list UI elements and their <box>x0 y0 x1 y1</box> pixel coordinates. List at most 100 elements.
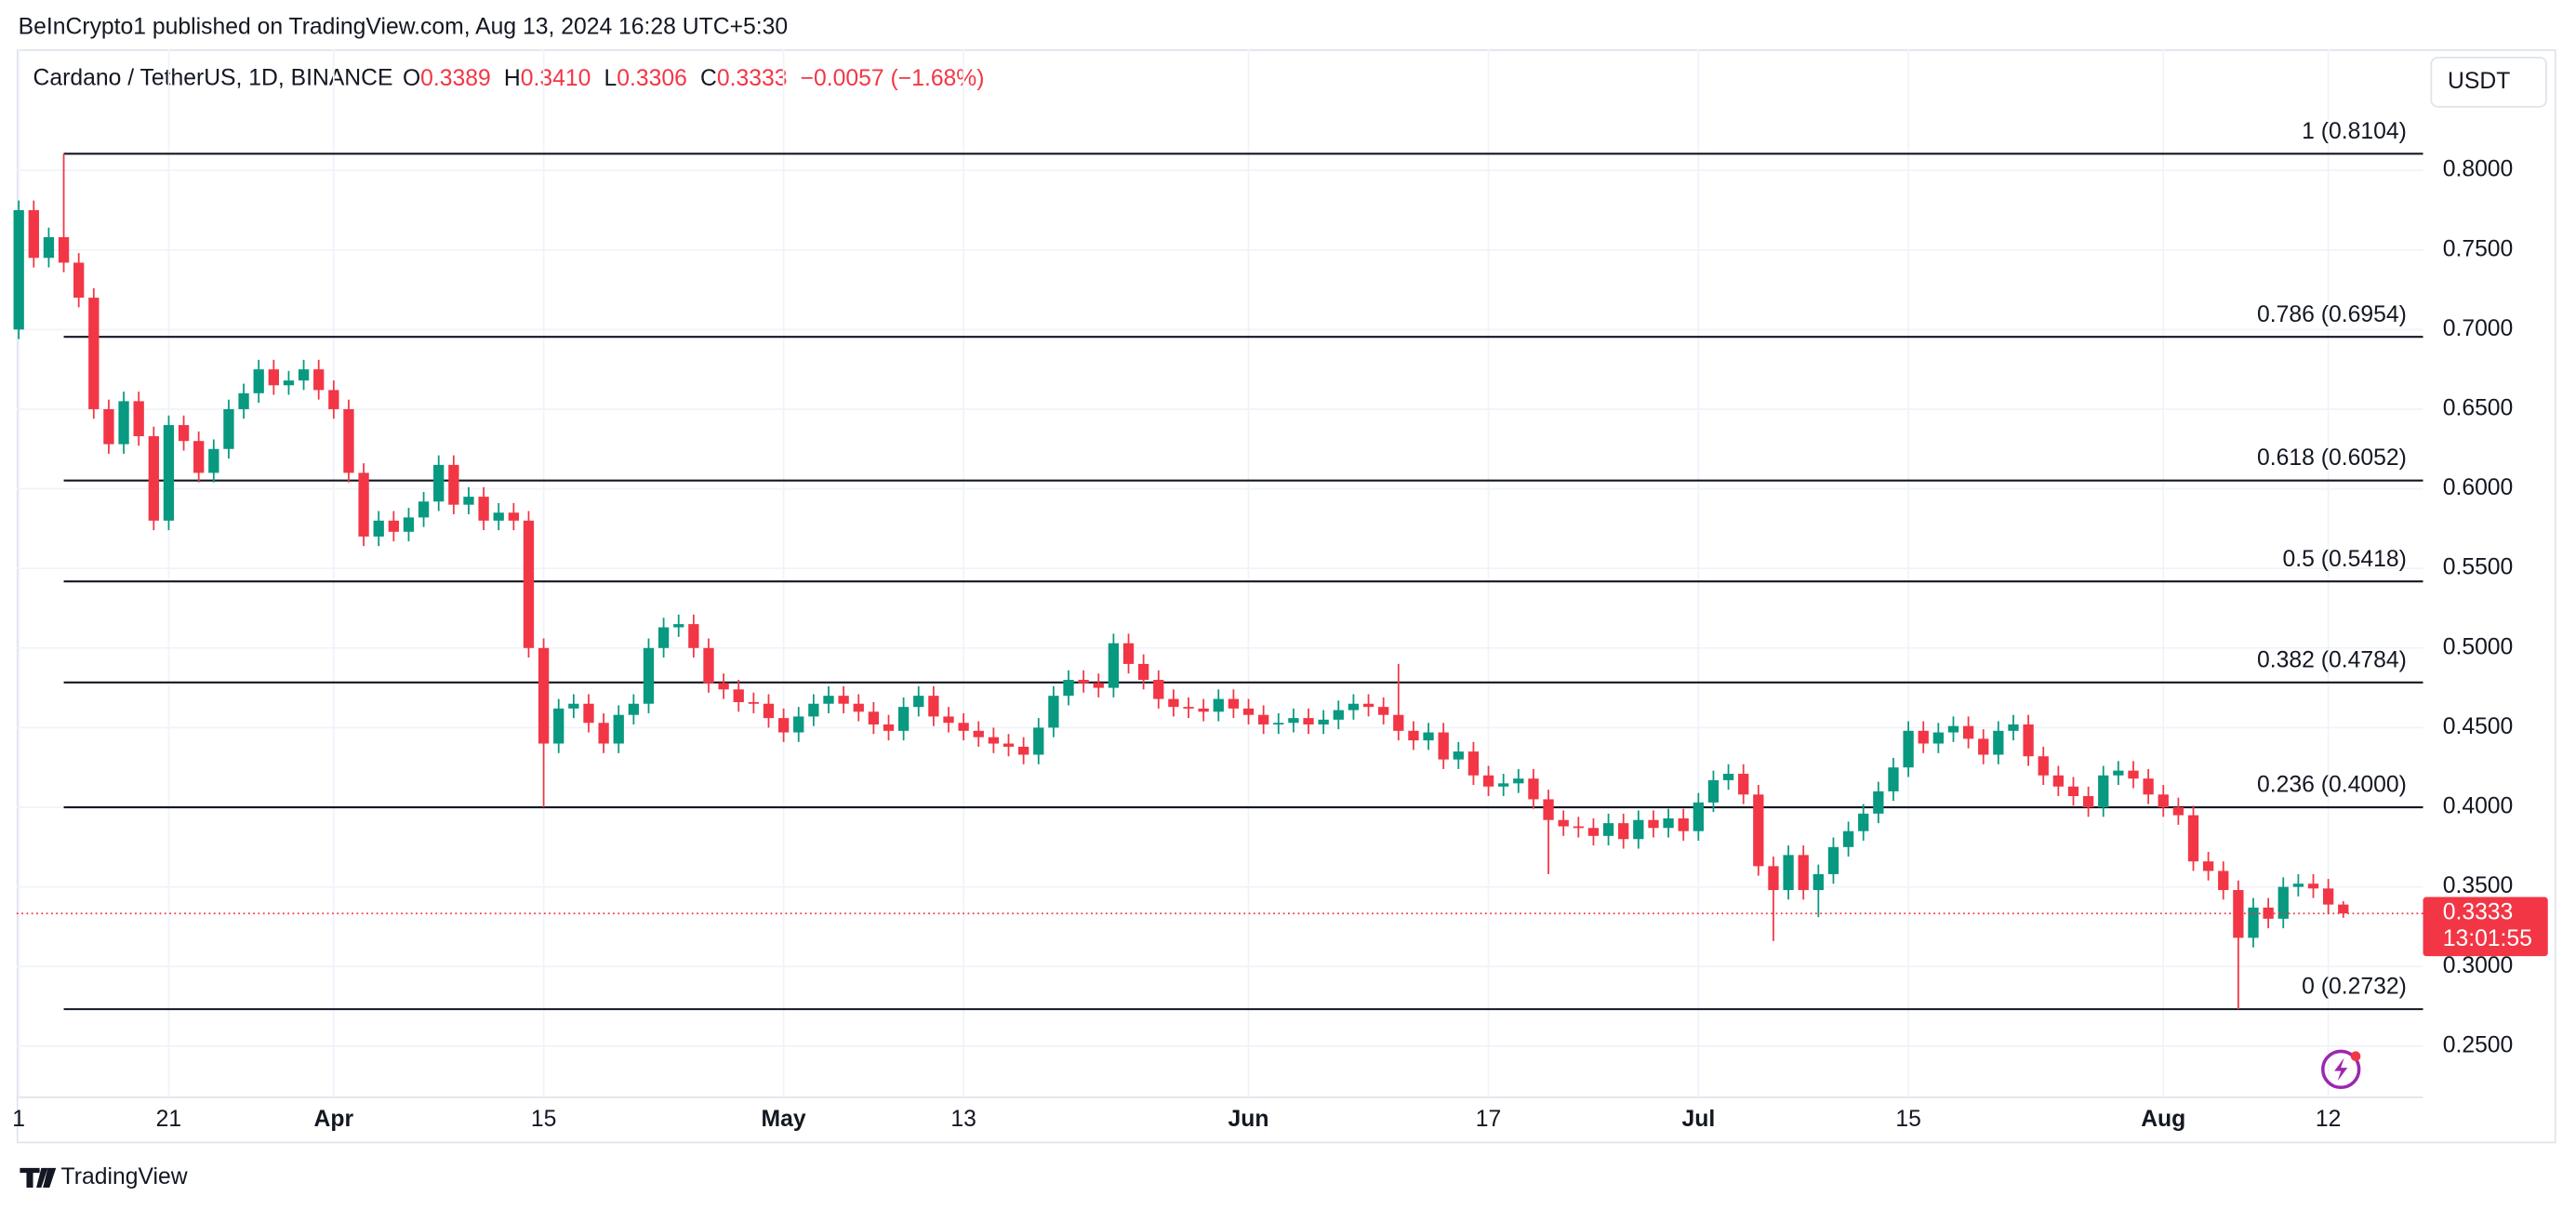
candle-body <box>897 707 910 731</box>
candle-body <box>1318 719 1329 724</box>
currency-button[interactable] <box>2430 56 2547 108</box>
currency[interactable]: USDT <box>2448 69 2510 94</box>
candle-body <box>2143 778 2154 795</box>
candle-body <box>703 647 714 684</box>
candle-body <box>1228 698 1240 709</box>
candle-body <box>1467 751 1480 776</box>
candle-body <box>1003 743 1015 747</box>
candle-body <box>1587 828 1600 836</box>
candle-body <box>2307 884 2319 889</box>
candle-body <box>1242 708 1255 715</box>
candle-body <box>2338 904 2349 914</box>
candle-body <box>373 520 384 537</box>
fib-label: 0 (0.2732) <box>2302 975 2407 1000</box>
candle-body <box>1932 732 1945 744</box>
candle-body <box>718 683 729 690</box>
candle-body <box>1033 727 1044 755</box>
candle-body <box>1602 823 1614 836</box>
x-tick-label: 15 <box>1895 1107 1921 1132</box>
candle-body <box>1993 730 2004 755</box>
ohlc-key: C <box>700 65 717 90</box>
candle-body <box>1362 703 1374 708</box>
candle-body <box>1633 819 1644 840</box>
candle-body <box>1122 643 1135 664</box>
candle-body <box>1842 830 1854 847</box>
candle-body <box>2098 775 2109 808</box>
candle-body <box>133 401 144 437</box>
candle-body <box>733 689 744 703</box>
candle-body <box>2202 861 2214 871</box>
x-tick-label: 17 <box>1476 1107 1501 1132</box>
fib-label: 0.382 (0.4784) <box>2257 647 2407 672</box>
candle-body <box>538 647 550 744</box>
candle-body <box>343 408 354 473</box>
candle-body <box>1573 826 1584 829</box>
icon-bolt[interactable] <box>2334 1057 2348 1082</box>
fib-label: 0.618 (0.6052) <box>2257 445 2407 471</box>
x-tick-label: Apr <box>314 1107 354 1132</box>
candle-body <box>913 696 924 708</box>
candle-body <box>1183 707 1194 709</box>
y-tick-label: 0.4000 <box>2443 794 2514 819</box>
candle-body <box>1138 663 1149 681</box>
candle-body <box>433 464 445 502</box>
candle-body <box>928 696 939 717</box>
candle-body <box>748 702 760 704</box>
candle-body <box>1738 774 1749 795</box>
candle-body <box>793 716 804 733</box>
candle-body <box>73 262 85 299</box>
candle-body <box>598 723 609 744</box>
candle-body <box>973 730 984 737</box>
candle-body <box>1258 714 1269 724</box>
candle-body <box>1078 680 1089 684</box>
candle-body <box>2248 907 2259 938</box>
candle-body <box>1707 779 1720 803</box>
candle-body <box>808 703 819 717</box>
ohlc-text: O0.3389 H0.3410 L0.3306 C0.3333 −0.0057 (−1.… <box>403 65 985 90</box>
candle-body <box>583 703 594 724</box>
y-tick-label: 0.7500 <box>2443 236 2514 261</box>
candle-body <box>1093 683 1104 688</box>
candle-body <box>43 237 55 259</box>
ohlc-value: 0.3389 <box>420 65 491 90</box>
candle-body <box>403 517 415 532</box>
candle-body <box>268 369 279 386</box>
candle-body <box>358 472 369 537</box>
y-tick-label: 0.6500 <box>2443 395 2514 420</box>
candle-body <box>1543 799 1554 820</box>
candle-body <box>2263 907 2274 919</box>
candle-body <box>1063 680 1074 697</box>
candle-body <box>1017 746 1029 755</box>
y-tick-label: 0.6000 <box>2443 475 2514 500</box>
candle-body <box>508 512 519 521</box>
candle-body <box>1453 751 1464 760</box>
candle-body <box>103 408 114 445</box>
candle-body <box>1108 643 1120 688</box>
candle-body <box>2292 884 2304 887</box>
candle-body <box>1678 817 1689 831</box>
y-tick-label: 0.3500 <box>2443 873 2514 898</box>
candle-body <box>2233 890 2244 938</box>
replay-icon[interactable] <box>2321 1049 2361 1090</box>
candle-body <box>238 392 249 409</box>
candle-body <box>1482 775 1494 787</box>
icon-dot[interactable] <box>2350 1051 2361 1062</box>
candle-body <box>2158 794 2169 808</box>
logo: TradingView <box>20 1164 188 1189</box>
candle-body <box>163 425 175 521</box>
ohlc-value: 0.3333 <box>717 65 788 90</box>
candle-body <box>283 380 295 386</box>
candle-body <box>2128 770 2139 779</box>
candle-body <box>673 624 684 628</box>
candle-body <box>2277 886 2289 919</box>
candle-body <box>148 436 159 521</box>
candle-body <box>2322 888 2334 905</box>
candle-body <box>988 737 1000 744</box>
candle-body <box>763 703 775 719</box>
icon-circle[interactable] <box>2321 1049 2361 1090</box>
candle-body <box>568 703 579 709</box>
candle-body <box>1408 730 1419 741</box>
fib-label: 0.5 (0.5418) <box>2283 547 2407 572</box>
fib-label: 1 (0.8104) <box>2302 119 2407 144</box>
